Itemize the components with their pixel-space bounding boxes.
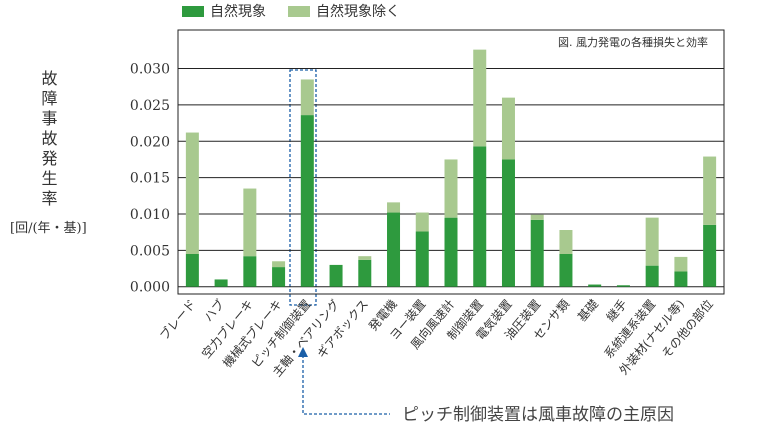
y-unit: [回/(年・基)] bbox=[10, 221, 87, 236]
bar-segment bbox=[272, 261, 286, 268]
bar-segment bbox=[387, 202, 401, 213]
bar-segment bbox=[243, 256, 257, 287]
bar-segment bbox=[185, 132, 199, 254]
bar-segment bbox=[645, 265, 659, 287]
annotation: 図. 風力発電の各種損失と効率 bbox=[558, 35, 708, 49]
bar-segment bbox=[703, 224, 717, 287]
y-tick-label: 0.030 bbox=[130, 62, 170, 78]
callout: ピッチ制御装置は風車故障の主原因 bbox=[402, 405, 674, 425]
bar-segment bbox=[674, 271, 688, 287]
bar-segment bbox=[559, 230, 573, 254]
plot-frame bbox=[177, 29, 725, 295]
callout-line bbox=[302, 355, 390, 415]
bar-segment bbox=[415, 212, 429, 232]
bar-segment bbox=[473, 49, 487, 147]
bar-segment bbox=[272, 267, 286, 287]
bar-segment bbox=[387, 212, 401, 287]
bar-segment bbox=[243, 188, 257, 257]
bar-segment bbox=[501, 159, 515, 287]
bar-segment bbox=[415, 231, 429, 287]
arrow-head bbox=[298, 347, 308, 357]
bar-segment bbox=[645, 217, 659, 266]
highlight-box bbox=[289, 69, 317, 306]
legend-label: 自然現象 bbox=[210, 3, 266, 20]
y-tick-label: 0.005 bbox=[130, 243, 170, 259]
bar-segment bbox=[444, 159, 458, 218]
bar-segment bbox=[674, 256, 688, 272]
legend-label: 自然現象除く bbox=[316, 3, 400, 20]
y-axis-label: 故障事故発生率 bbox=[39, 70, 58, 210]
bar-segment bbox=[530, 214, 544, 220]
y-tick-label: 0.000 bbox=[130, 280, 170, 296]
bar-segment bbox=[214, 279, 228, 287]
x-tick-label: 基礎 bbox=[575, 297, 601, 324]
bar-segment bbox=[358, 256, 372, 260]
bar-segment bbox=[703, 156, 717, 225]
bar-segment bbox=[501, 97, 515, 160]
y-tick-label: 0.020 bbox=[130, 134, 170, 150]
x-tick-label: ブレード bbox=[156, 296, 198, 342]
x-tick-label: ハブ bbox=[200, 296, 227, 324]
bar-segment bbox=[300, 115, 314, 287]
bar-segment bbox=[616, 285, 630, 287]
bar-segment bbox=[530, 219, 544, 287]
bar-segment bbox=[358, 259, 372, 287]
legend-swatch bbox=[288, 6, 310, 17]
bar-segment bbox=[588, 284, 602, 287]
y-tick-label: 0.015 bbox=[130, 171, 170, 187]
x-tick-label: 継手 bbox=[603, 296, 630, 324]
bar-segment bbox=[559, 254, 573, 287]
bar-segment bbox=[300, 79, 314, 116]
bar-segment bbox=[473, 146, 487, 287]
bar-segment bbox=[329, 264, 343, 287]
legend-swatch bbox=[182, 6, 204, 17]
y-tick-label: 0.010 bbox=[130, 207, 170, 223]
bar-segment bbox=[444, 217, 458, 287]
y-tick-label: 0.025 bbox=[130, 98, 170, 114]
bar-segment bbox=[185, 254, 199, 287]
